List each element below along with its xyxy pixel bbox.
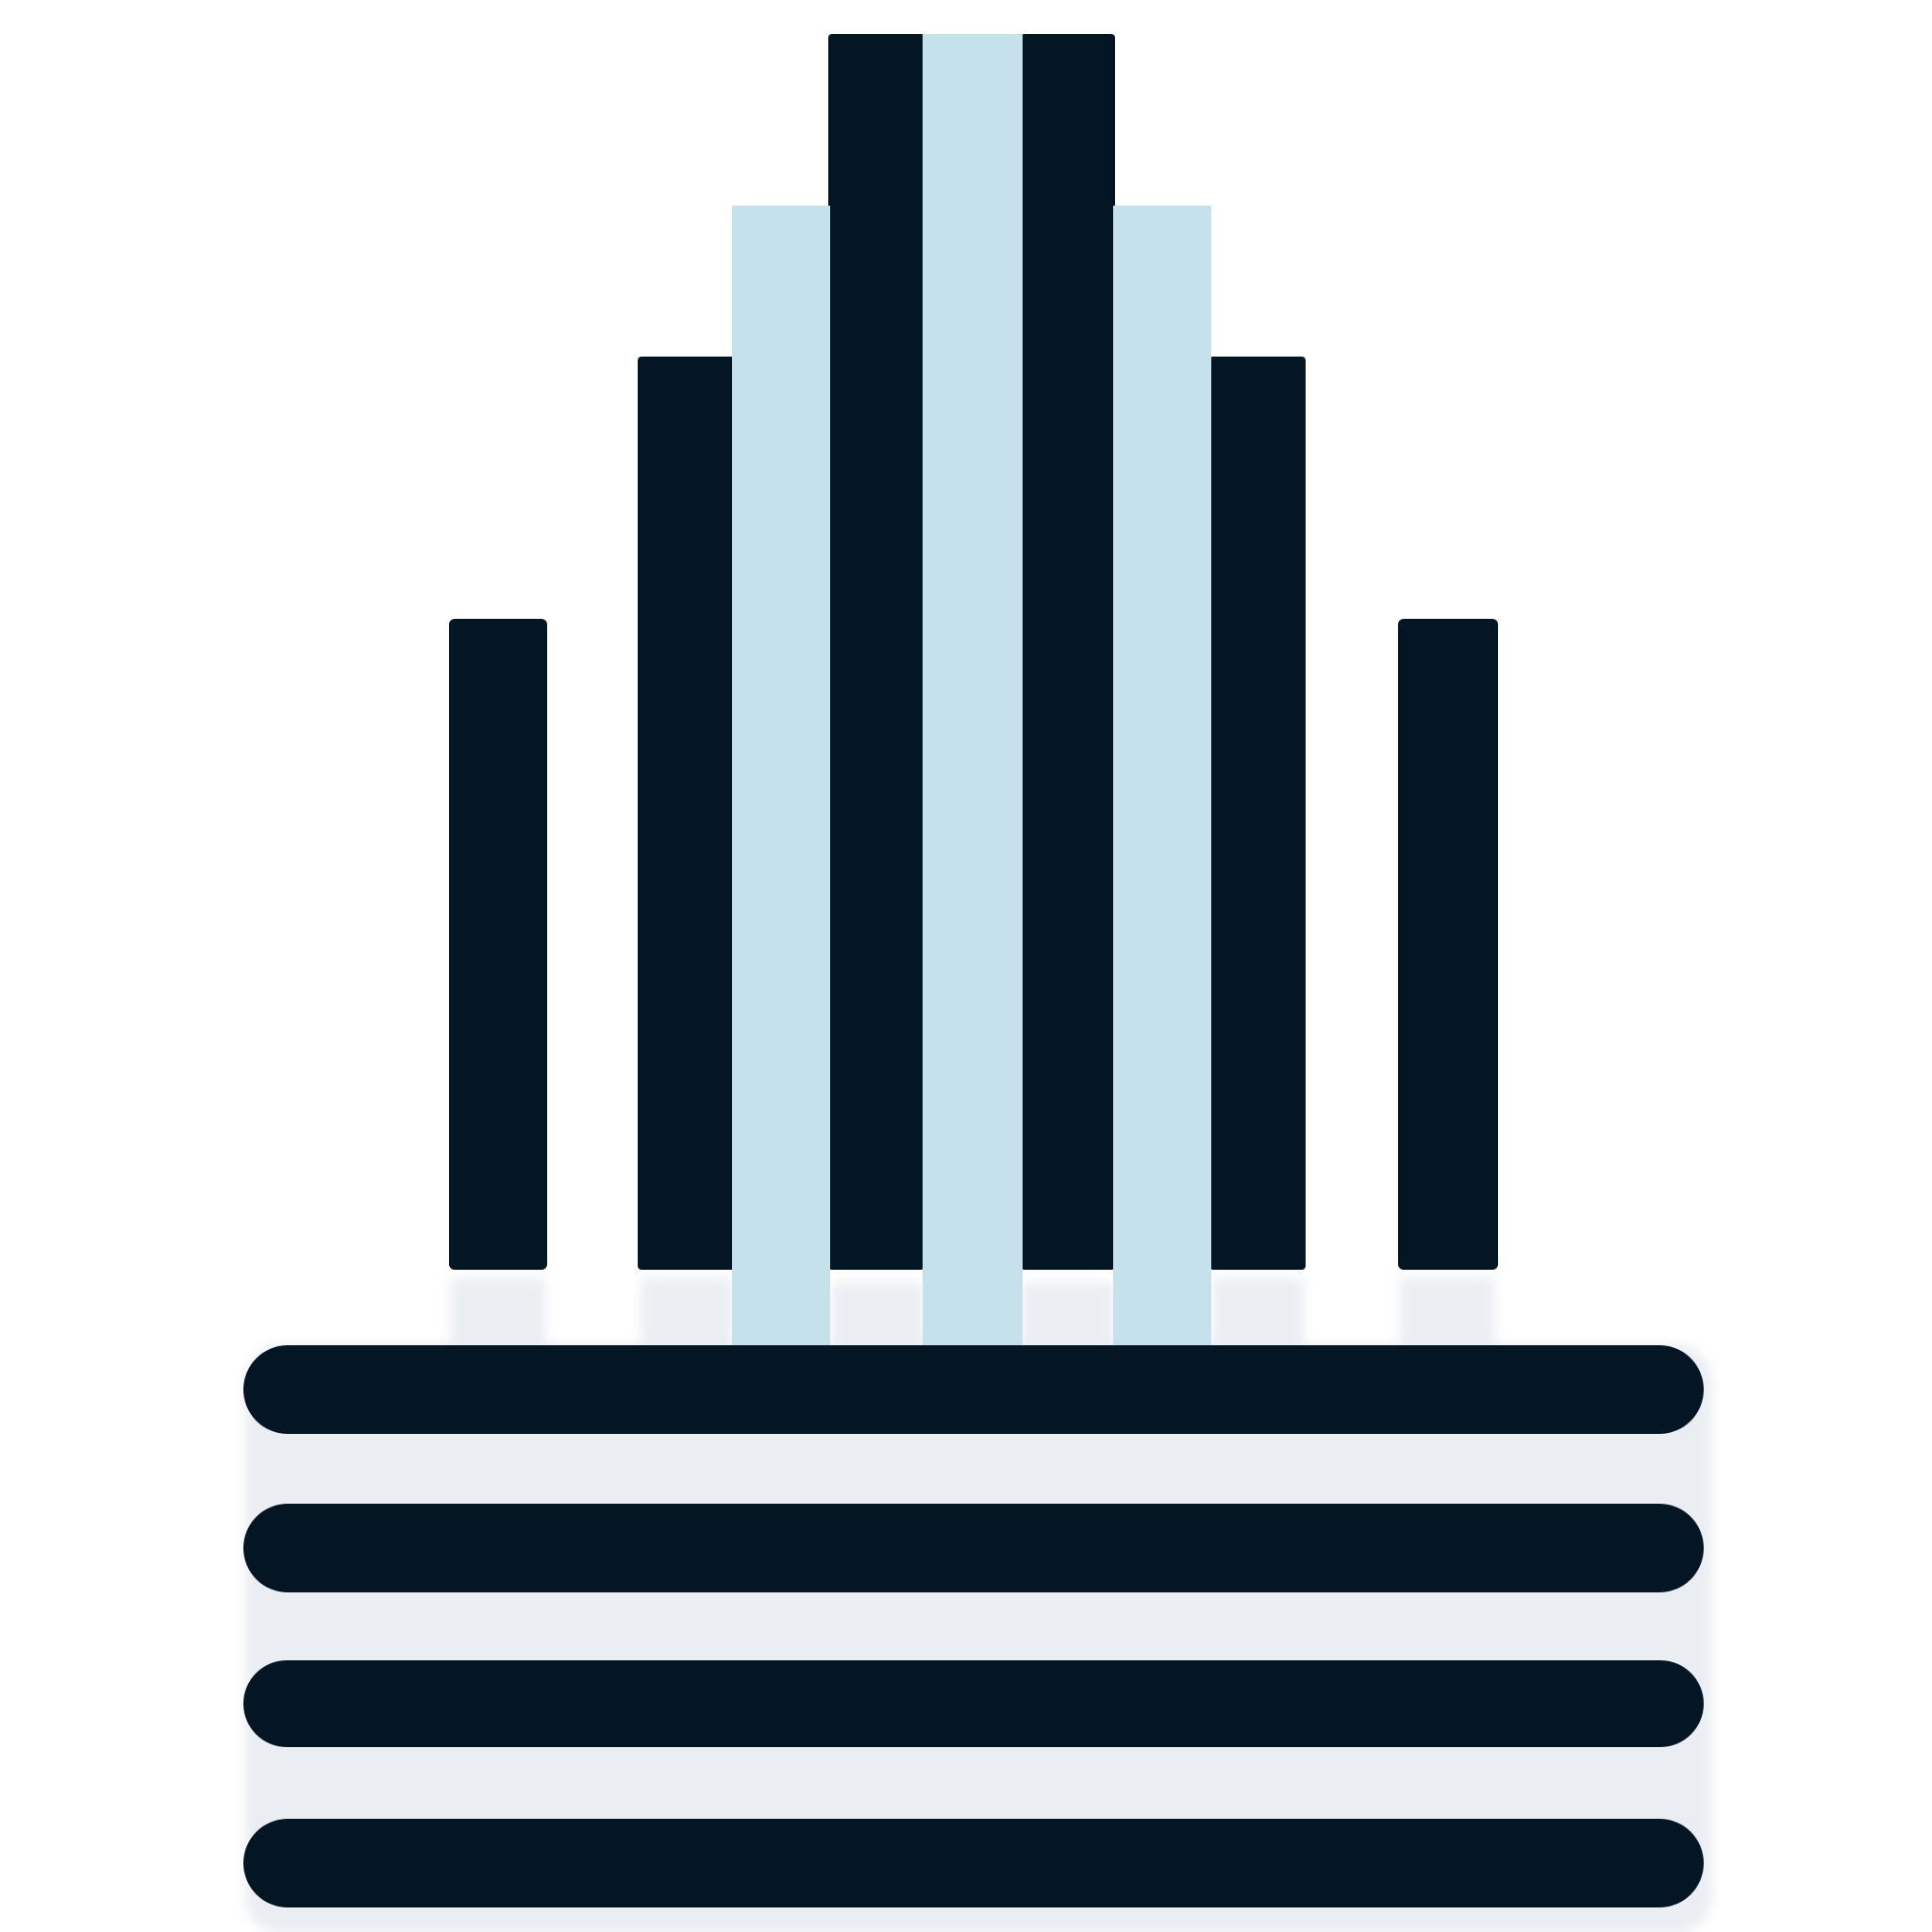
horizontal-bars: [243, 1345, 1704, 1907]
column-right: [1209, 357, 1306, 1270]
column-far-left: [449, 619, 547, 1270]
light-column-left: [732, 206, 830, 1349]
horizontal-bar-1: [243, 1345, 1704, 1434]
column-center-right: [1021, 34, 1115, 1270]
horizontal-bar-3: [243, 1660, 1704, 1747]
light-column-center: [923, 34, 1023, 1349]
reflection-bars-halo: [245, 1344, 1712, 1932]
column-left: [638, 357, 736, 1270]
light-column-right: [1113, 206, 1211, 1349]
dark-columns: [449, 34, 1498, 1270]
light-columns: [732, 34, 1211, 1349]
horizontal-bar-4: [243, 1819, 1704, 1907]
column-far-right: [1398, 619, 1498, 1270]
column-center-left: [828, 34, 924, 1270]
horizontal-bar-2: [243, 1504, 1704, 1592]
